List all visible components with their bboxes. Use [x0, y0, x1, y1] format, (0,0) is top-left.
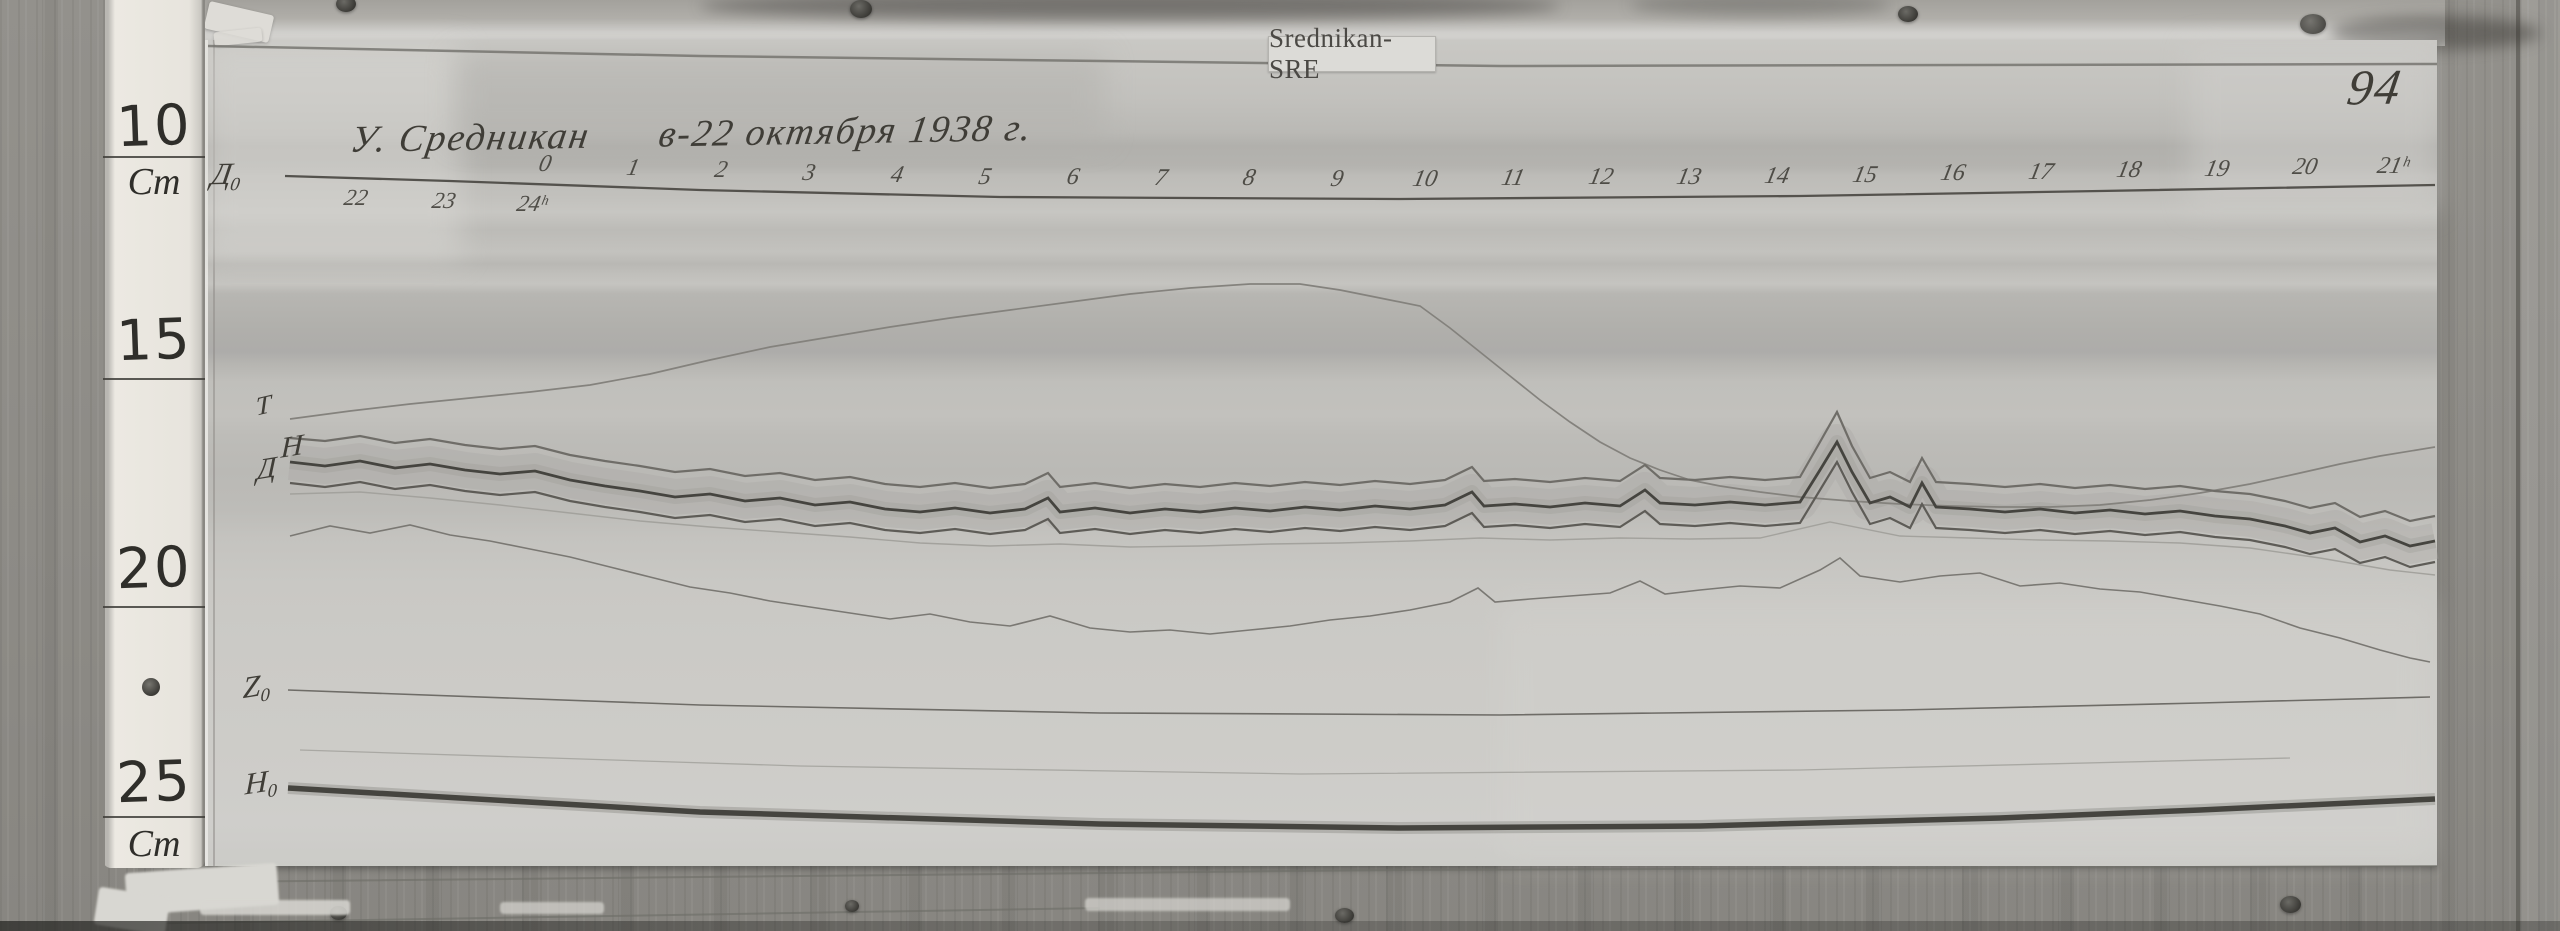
- ruler-unit-label: Cm: [127, 823, 181, 865]
- ruler-divider: [103, 378, 205, 380]
- ruler-unit-label: Cm: [127, 161, 181, 203]
- nail-mark: [1898, 6, 1918, 22]
- top-shadow-smudge: [700, 0, 1560, 20]
- top-shadow-smudge: [1630, 0, 1890, 16]
- ruler-mark-25: 25: [115, 748, 193, 817]
- station-label: Srednikan-SRE: [1268, 23, 1436, 84]
- ruler-nail-hole: [142, 678, 160, 696]
- h-trace-label: H: [280, 428, 304, 465]
- board-bottom-shadow: [0, 921, 2560, 931]
- ruler-mark-15: 15: [115, 306, 193, 375]
- temperature-trace-label: T: [255, 388, 272, 422]
- nail-mark: [845, 900, 859, 912]
- nail-mark: [2280, 896, 2301, 913]
- d-trace-label: Д: [256, 450, 277, 487]
- cm-ruler: 10 Cm 15 20 25 Cm: [103, 0, 205, 868]
- h0-baseline-label: H₀: [244, 761, 279, 802]
- paper-left-crack: [213, 40, 215, 866]
- paper-left-edge: [205, 40, 208, 866]
- d0-baseline-label: Д₀: [209, 155, 246, 192]
- nail-mark: [1335, 908, 1354, 923]
- sheet-number: 94: [2343, 58, 2407, 116]
- ruler-divider: [103, 606, 205, 608]
- wood-right-edge: [2521, 0, 2560, 931]
- paper-scrap: [200, 900, 350, 915]
- nail-mark: [2300, 14, 2326, 34]
- ruler-mark-10: 10: [115, 92, 193, 161]
- z0-baseline-label: Z₀: [242, 666, 272, 705]
- paper-light-patch: [205, 44, 461, 260]
- wood-seam: [2516, 0, 2520, 931]
- paper-scrap: [500, 902, 604, 914]
- ruler-divider: [103, 816, 205, 818]
- paper-dark-patch: [455, 54, 1105, 142]
- ruler-divider: [103, 156, 205, 158]
- nail-mark: [336, 0, 356, 12]
- ruler-mark-20: 20: [115, 534, 193, 603]
- paper-scrap: [1085, 898, 1290, 911]
- paper-light-patch: [1500, 600, 2430, 860]
- nail-mark: [850, 0, 872, 18]
